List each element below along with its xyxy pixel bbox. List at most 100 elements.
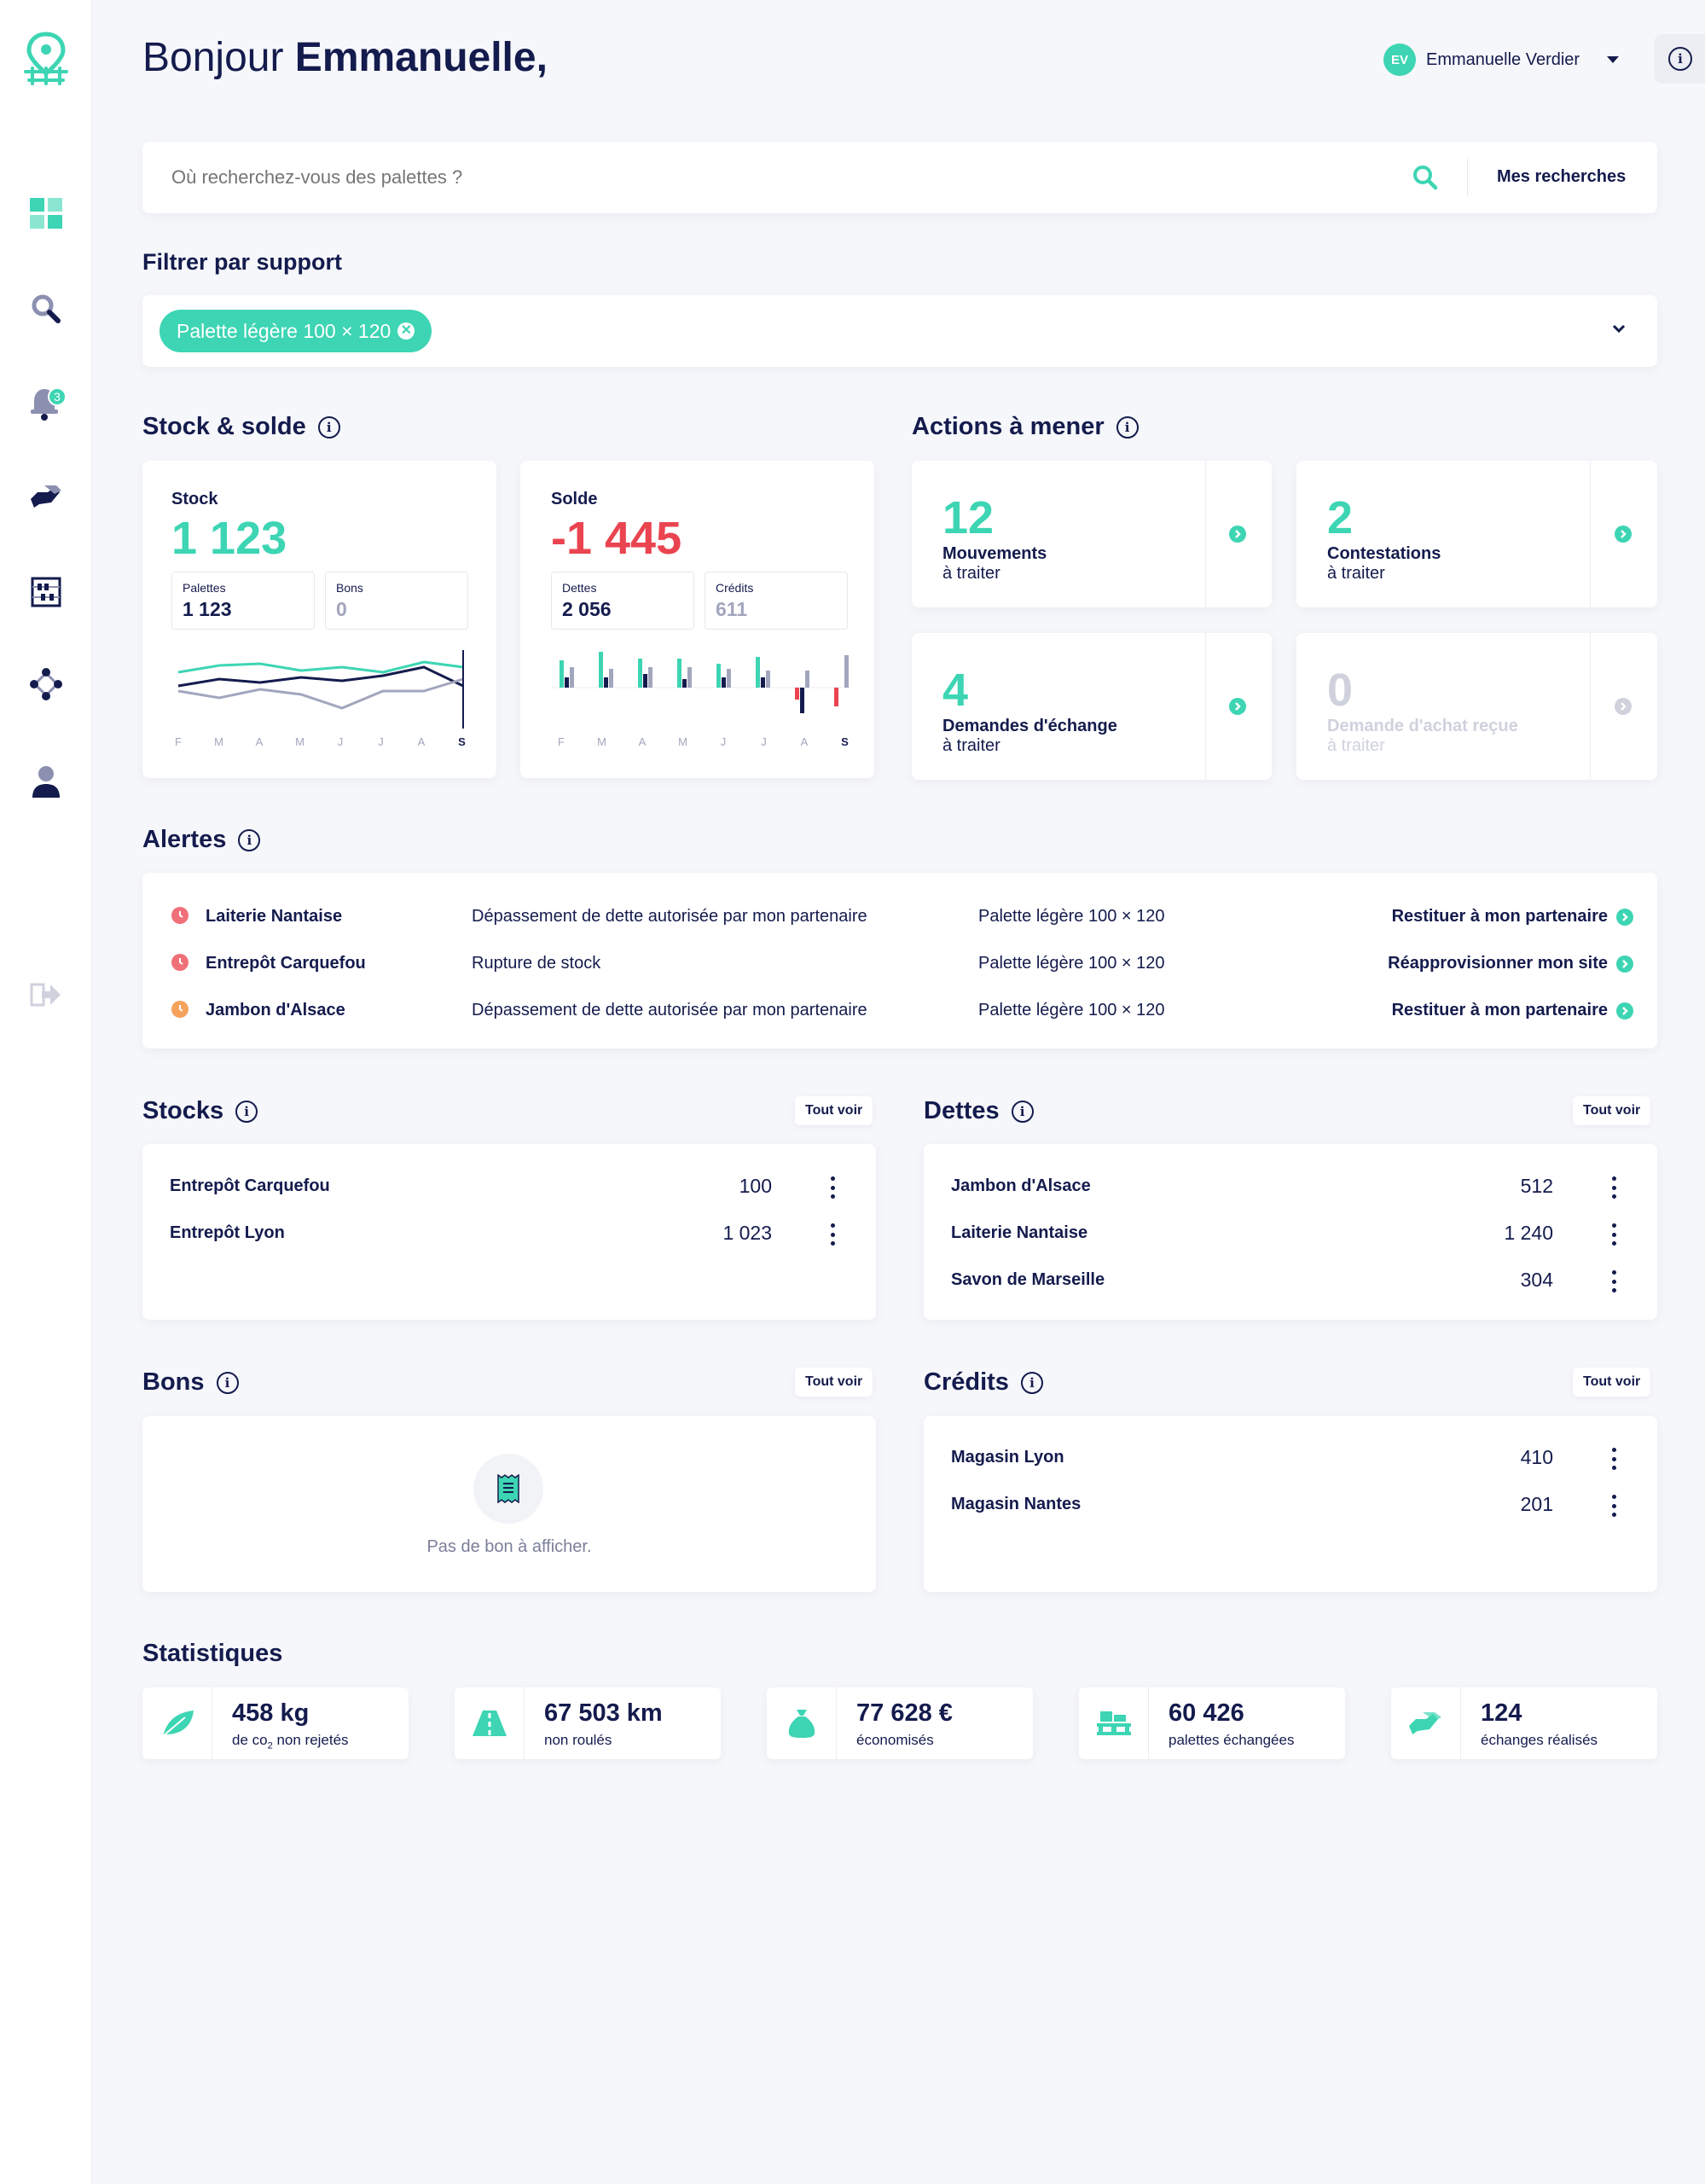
stat-echanges: 124 échanges réalisés [1391, 1687, 1657, 1759]
stock-card: Stock 1 123 Palettes 1 123 Bons 0 F M A M J J… [142, 461, 496, 778]
clock-icon [171, 954, 188, 971]
info-icon[interactable]: i [1011, 1100, 1034, 1123]
action-card-echanges[interactable]: 4 Demandes d'échange à traiter [912, 633, 1272, 780]
remove-chip-icon[interactable]: ✕ [397, 322, 415, 340]
network-icon[interactable] [26, 664, 67, 705]
stock-value: 1 123 [171, 513, 287, 564]
alert-partner: Jambon d'Alsace [206, 1001, 345, 1019]
more-options-icon[interactable] [1609, 1448, 1619, 1470]
sidebar: 3 [0, 0, 92, 2184]
dettes-card: Jambon d'Alsace 512 Laiterie Nantaise 1 … [924, 1144, 1657, 1320]
stat-value: 67 503 km [544, 1699, 663, 1727]
stocks-see-all-button[interactable]: Tout voir [795, 1096, 873, 1125]
more-options-icon[interactable] [827, 1223, 838, 1246]
info-icon[interactable]: i [238, 828, 261, 851]
dettes-see-all-button[interactable]: Tout voir [1573, 1096, 1651, 1125]
exchange-hands-icon[interactable] [26, 476, 67, 517]
help-button[interactable]: i [1655, 34, 1705, 84]
logo-icon[interactable] [20, 31, 72, 89]
filter-select[interactable]: Palette légère 100 × 120 ✕ [142, 295, 1657, 367]
caret-down-icon [1607, 56, 1620, 63]
palettes-value: 1 123 [183, 598, 232, 620]
info-icon[interactable]: i [235, 1100, 258, 1123]
alert-message: Dépassement de dette autorisée par mon p… [472, 907, 867, 926]
credit-row-name: Magasin Lyon [951, 1448, 1064, 1467]
more-options-icon[interactable] [1609, 1223, 1619, 1246]
stats-title: Statistiques [142, 1640, 283, 1667]
dette-row-name: Laiterie Nantaise [951, 1223, 1088, 1242]
search-input[interactable] [171, 159, 1451, 196]
handshake-icon [1391, 1687, 1461, 1759]
bar-group [677, 659, 692, 688]
alert-action-label: Réapprovisionner mon site [1388, 954, 1608, 973]
stat-label: économisés [856, 1732, 934, 1748]
more-options-icon[interactable] [1609, 1176, 1619, 1199]
solde-bar-chart [551, 652, 850, 713]
stocks-title: Stocks i [142, 1097, 258, 1125]
credits-value: 611 [716, 598, 748, 620]
search-icon[interactable] [26, 288, 67, 329]
info-icon[interactable]: i [216, 1371, 239, 1394]
dette-row-value: 1 240 [1504, 1222, 1553, 1244]
action-count: 12 [942, 492, 995, 543]
search-submit-icon[interactable] [1412, 164, 1439, 195]
bons-see-all-button[interactable]: Tout voir [795, 1368, 873, 1397]
bell-icon[interactable]: 3 [26, 382, 67, 423]
clock-icon [171, 907, 188, 924]
action-card-achat[interactable]: 0 Demande d'achat reçue à traiter [1296, 633, 1657, 780]
saved-searches-button[interactable]: Mes recherches [1497, 167, 1627, 186]
user-menu[interactable]: EV Emmanuelle Verdier [1383, 43, 1620, 77]
stat-label-pre: de co [232, 1732, 268, 1748]
credits-see-all-button[interactable]: Tout voir [1573, 1368, 1651, 1397]
stat-label-post: non rejetés [272, 1732, 349, 1748]
stock-solde-title-text: Stock & solde [142, 413, 306, 440]
chevron-down-icon[interactable] [1611, 322, 1627, 339]
receipt-icon [473, 1454, 543, 1524]
credits-box: Crédits 611 [705, 572, 848, 630]
notification-badge: 3 [48, 387, 67, 406]
month-label: A [638, 735, 647, 748]
user-icon[interactable] [26, 761, 67, 802]
dashboard-icon[interactable] [26, 193, 67, 234]
credits-title: Crédits i [924, 1368, 1043, 1397]
info-icon[interactable]: i [1116, 415, 1139, 439]
chevron-right-icon[interactable] [1615, 526, 1632, 543]
search-bar: Mes recherches [142, 142, 1657, 213]
credit-row-value: 410 [1520, 1446, 1553, 1468]
stocks-card: Entrepôt Carquefou 100 Entrepôt Lyon 1 0… [142, 1144, 876, 1320]
action-card-contestations[interactable]: 2 Contestations à traiter [1296, 461, 1657, 607]
alert-action-link[interactable]: Réapprovisionner mon site [1388, 954, 1633, 973]
stock-solde-title: Stock & solde i [142, 413, 340, 441]
stat-palettes: 60 426 palettes échangées [1079, 1687, 1345, 1759]
alert-action-link[interactable]: Restituer à mon partenaire [1392, 907, 1633, 926]
alerts-title: Alertes i [142, 826, 261, 854]
alert-message: Dépassement de dette autorisée par mon p… [472, 1001, 867, 1019]
avatar: EV [1383, 44, 1416, 76]
info-icon[interactable]: i [1020, 1371, 1043, 1394]
stat-co2: 458 kg de co2 non rejetés [142, 1687, 409, 1759]
clock-icon [171, 1001, 188, 1018]
alert-action-link[interactable]: Restituer à mon partenaire [1392, 1001, 1633, 1020]
chevron-right-icon[interactable] [1229, 526, 1246, 543]
filter-chip[interactable]: Palette légère 100 × 120 ✕ [159, 310, 432, 352]
stock-label: Stock [171, 490, 218, 508]
month-label: S [458, 735, 466, 748]
bons-box: Bons 0 [325, 572, 468, 630]
logout-icon[interactable] [26, 974, 67, 1015]
chevron-right-icon[interactable] [1229, 698, 1246, 715]
info-icon[interactable]: i [317, 415, 340, 439]
action-card-mouvements[interactable]: 12 Mouvements à traiter [912, 461, 1272, 607]
more-options-icon[interactable] [1609, 1495, 1619, 1517]
more-options-icon[interactable] [827, 1176, 838, 1199]
credit-row-value: 201 [1520, 1493, 1553, 1515]
bons-label: Bons [336, 581, 363, 595]
more-options-icon[interactable] [1609, 1270, 1619, 1292]
stock-series-line [177, 677, 464, 710]
month-label: M [214, 735, 223, 748]
stat-label: échanges réalisés [1481, 1732, 1598, 1748]
month-label: A [800, 735, 809, 748]
abacus-icon[interactable] [26, 572, 67, 613]
chevron-right-icon[interactable] [1615, 698, 1632, 715]
alert-action-label: Restituer à mon partenaire [1391, 907, 1608, 926]
alert-support: Palette légère 100 × 120 [978, 907, 1165, 926]
